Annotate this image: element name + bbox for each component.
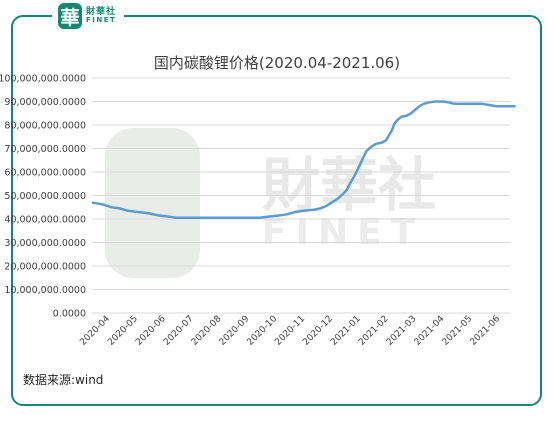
y-tick-label: 50,000,000.0000	[4, 191, 86, 202]
logo-mark-icon: 華	[58, 3, 82, 29]
x-axis-labels: 2020-042020-052020-062020-072020-082020-…	[78, 314, 502, 348]
y-tick-label: 40,000,000.0000	[4, 215, 86, 226]
y-tick-label: 30,000,000.0000	[4, 238, 86, 249]
y-tick-label: 20,000,000.0000	[4, 262, 86, 273]
y-tick-label: 60,000,000.0000	[4, 168, 86, 179]
y-tick-label: 80,000,000.0000	[4, 121, 86, 132]
watermark-logo-mark-icon	[105, 128, 200, 278]
y-tick-label: 0.0000	[53, 309, 86, 320]
y-axis-labels: 100,000,000.0000 90,000,000.0000 80,000,00…	[0, 74, 86, 320]
logo-cn-text: 財華社	[86, 7, 117, 17]
logo-en-text: FINET	[86, 16, 117, 24]
y-tick-label: 90,000,000.0000	[4, 97, 86, 108]
grid-lines	[92, 77, 510, 314]
series-layer	[91, 100, 516, 220]
data-source-note: 数据来源:wind	[23, 373, 104, 387]
finet-logo: 華 財華社 FINET	[52, 3, 125, 29]
watermark-en-text: FINET	[262, 212, 424, 253]
chart-title: 国内碳酸锂价格(2020.04-2021.06)	[153, 54, 401, 72]
logo-wordmark: 財華社 FINET	[86, 8, 116, 24]
y-tick-label: 10,000,000.0000	[4, 285, 86, 296]
price-series-line	[91, 100, 516, 220]
x-tick-label: 2021-06	[469, 314, 503, 348]
y-tick-label: 100,000,000.0000	[0, 74, 86, 85]
y-tick-label: 70,000,000.0000	[4, 144, 86, 155]
watermark: 財華社 FINET	[105, 128, 436, 278]
chart-frame	[11, 15, 542, 406]
